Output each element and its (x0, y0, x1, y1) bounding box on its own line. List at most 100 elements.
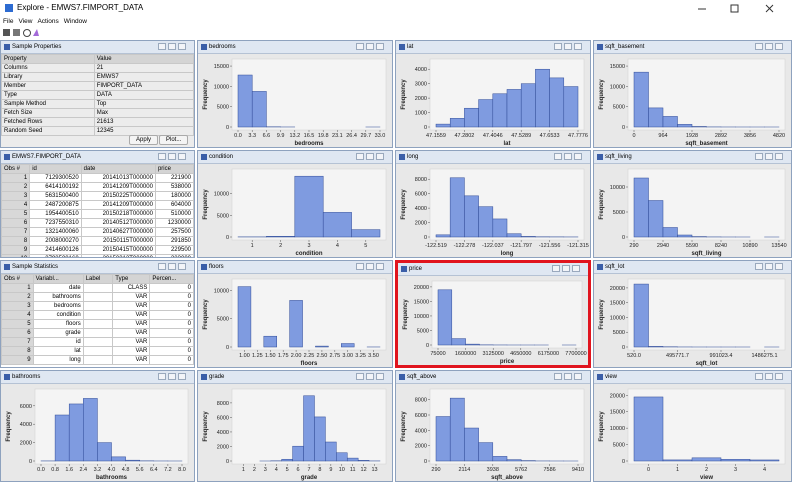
panel-header: condition (198, 151, 392, 164)
window-button[interactable] (775, 153, 783, 160)
window-button[interactable] (755, 153, 763, 160)
window-button[interactable] (574, 153, 582, 160)
x-tick-label: 47.7776 (568, 133, 588, 139)
y-axis-label: Frequency (401, 411, 407, 442)
menu-item[interactable]: Window (63, 18, 87, 25)
window-button[interactable] (775, 263, 783, 270)
window-button[interactable] (765, 43, 773, 50)
window-button[interactable] (564, 153, 572, 160)
bar (478, 206, 494, 238)
window-button[interactable] (366, 373, 374, 380)
window-button[interactable] (366, 263, 374, 270)
table-cell: 0 (149, 292, 194, 302)
window-controls[interactable] (684, 0, 794, 17)
table-cell: VAR (112, 328, 151, 338)
menu-item[interactable]: File (3, 18, 14, 25)
window-button[interactable] (158, 43, 166, 50)
window-button[interactable] (574, 43, 582, 50)
window-button[interactable] (168, 263, 176, 270)
window-button[interactable] (158, 153, 166, 160)
table-cell: VAR (112, 310, 151, 320)
table-row: 4 2487200875 20141209T000000 604000 (1, 200, 194, 210)
window-button[interactable] (158, 373, 166, 380)
menu-item[interactable]: View (18, 18, 33, 25)
window-button[interactable] (366, 153, 374, 160)
window-button[interactable] (554, 43, 562, 50)
panel: sqft_living 0 5000 10000 290 2940 5590 8240 1089… (593, 150, 792, 258)
y-tick-label: 4000 (20, 422, 32, 428)
window-button[interactable] (765, 373, 773, 380)
table-cell: id (32, 337, 84, 347)
x-tick-label: 1.25 (252, 353, 263, 359)
toolbar[interactable] (2, 28, 62, 38)
window-button[interactable] (356, 373, 364, 380)
bar (435, 234, 451, 238)
x-tick-label: 4.8 (122, 467, 130, 473)
y-tick-label: 6000 (415, 192, 427, 198)
table-cell: floors (32, 319, 84, 329)
window-button[interactable] (552, 265, 560, 272)
column-header: date (80, 164, 156, 174)
bar (506, 89, 522, 128)
table-cell: 0 (149, 310, 194, 320)
window-button[interactable] (376, 263, 384, 270)
table-cell: Library (1, 72, 95, 82)
window-button[interactable] (158, 263, 166, 270)
x-axis-label: floors (301, 361, 318, 367)
y-tick-label: 5000 (217, 213, 229, 219)
table-cell: EMWS7 (93, 72, 194, 82)
window-button[interactable] (554, 153, 562, 160)
window-button[interactable] (572, 265, 580, 272)
window-button[interactable] (178, 373, 186, 380)
window-button[interactable] (356, 263, 364, 270)
table-cell: 3793500160 (29, 254, 82, 257)
window-button[interactable] (376, 43, 384, 50)
window-button[interactable] (168, 373, 176, 380)
window-button[interactable] (178, 153, 186, 160)
window-button[interactable] (765, 153, 773, 160)
histogram-chart: 0 5000 10000 15000 20000 520.0 495771.7 991023.… (599, 278, 786, 367)
window-button[interactable] (755, 373, 763, 380)
window-button[interactable] (775, 43, 783, 50)
window-button[interactable] (765, 263, 773, 270)
menu-item[interactable]: Actions (37, 18, 59, 25)
window-button[interactable] (168, 153, 176, 160)
panel-icon (399, 44, 405, 50)
window-button[interactable] (554, 373, 562, 380)
window-button[interactable] (564, 43, 572, 50)
window-button[interactable] (376, 373, 384, 380)
x-tick-label: 16.5 (304, 133, 315, 139)
window-button[interactable] (376, 153, 384, 160)
x-axis-label: sqft_living (691, 251, 721, 257)
y-tick-label: 5000 (217, 317, 229, 323)
window-button[interactable] (168, 43, 176, 50)
histogram-chart: 0 5000 10000 290 2940 5590 8240 10890 13540 sqft_… (599, 168, 787, 257)
button[interactable]: Apply (129, 135, 159, 145)
panel-icon (597, 154, 603, 160)
window-button[interactable] (755, 43, 763, 50)
bar (294, 175, 324, 238)
window-button[interactable] (356, 153, 364, 160)
table-row: Sample Method Top (1, 99, 194, 109)
window-button[interactable] (755, 263, 763, 270)
x-tick-label: 3.50 (368, 353, 379, 359)
window-button[interactable] (366, 43, 374, 50)
window-button[interactable] (178, 43, 186, 50)
button[interactable]: Plot... (159, 135, 189, 145)
x-tick-label: 3125000 (482, 351, 503, 357)
panel-title: sqft_living (605, 154, 632, 160)
column-header: Value (93, 54, 194, 64)
bar (662, 116, 678, 128)
panel-icon (399, 374, 405, 380)
x-tick-label: 13540 (771, 243, 786, 249)
window-button[interactable] (356, 43, 364, 50)
x-axis-label: view (700, 475, 713, 481)
window-button[interactable] (562, 265, 570, 272)
column-header: Percen... (149, 274, 194, 284)
y-tick-label: 1000 (415, 111, 427, 117)
window-button[interactable] (178, 263, 186, 270)
window-button[interactable] (775, 373, 783, 380)
window-button[interactable] (574, 373, 582, 380)
window-button[interactable] (564, 373, 572, 380)
panel: grade 0 2000 4000 6000 8000 1 2 3 4 5 6 7 8 9 10 11 12 13 g… (197, 370, 393, 482)
